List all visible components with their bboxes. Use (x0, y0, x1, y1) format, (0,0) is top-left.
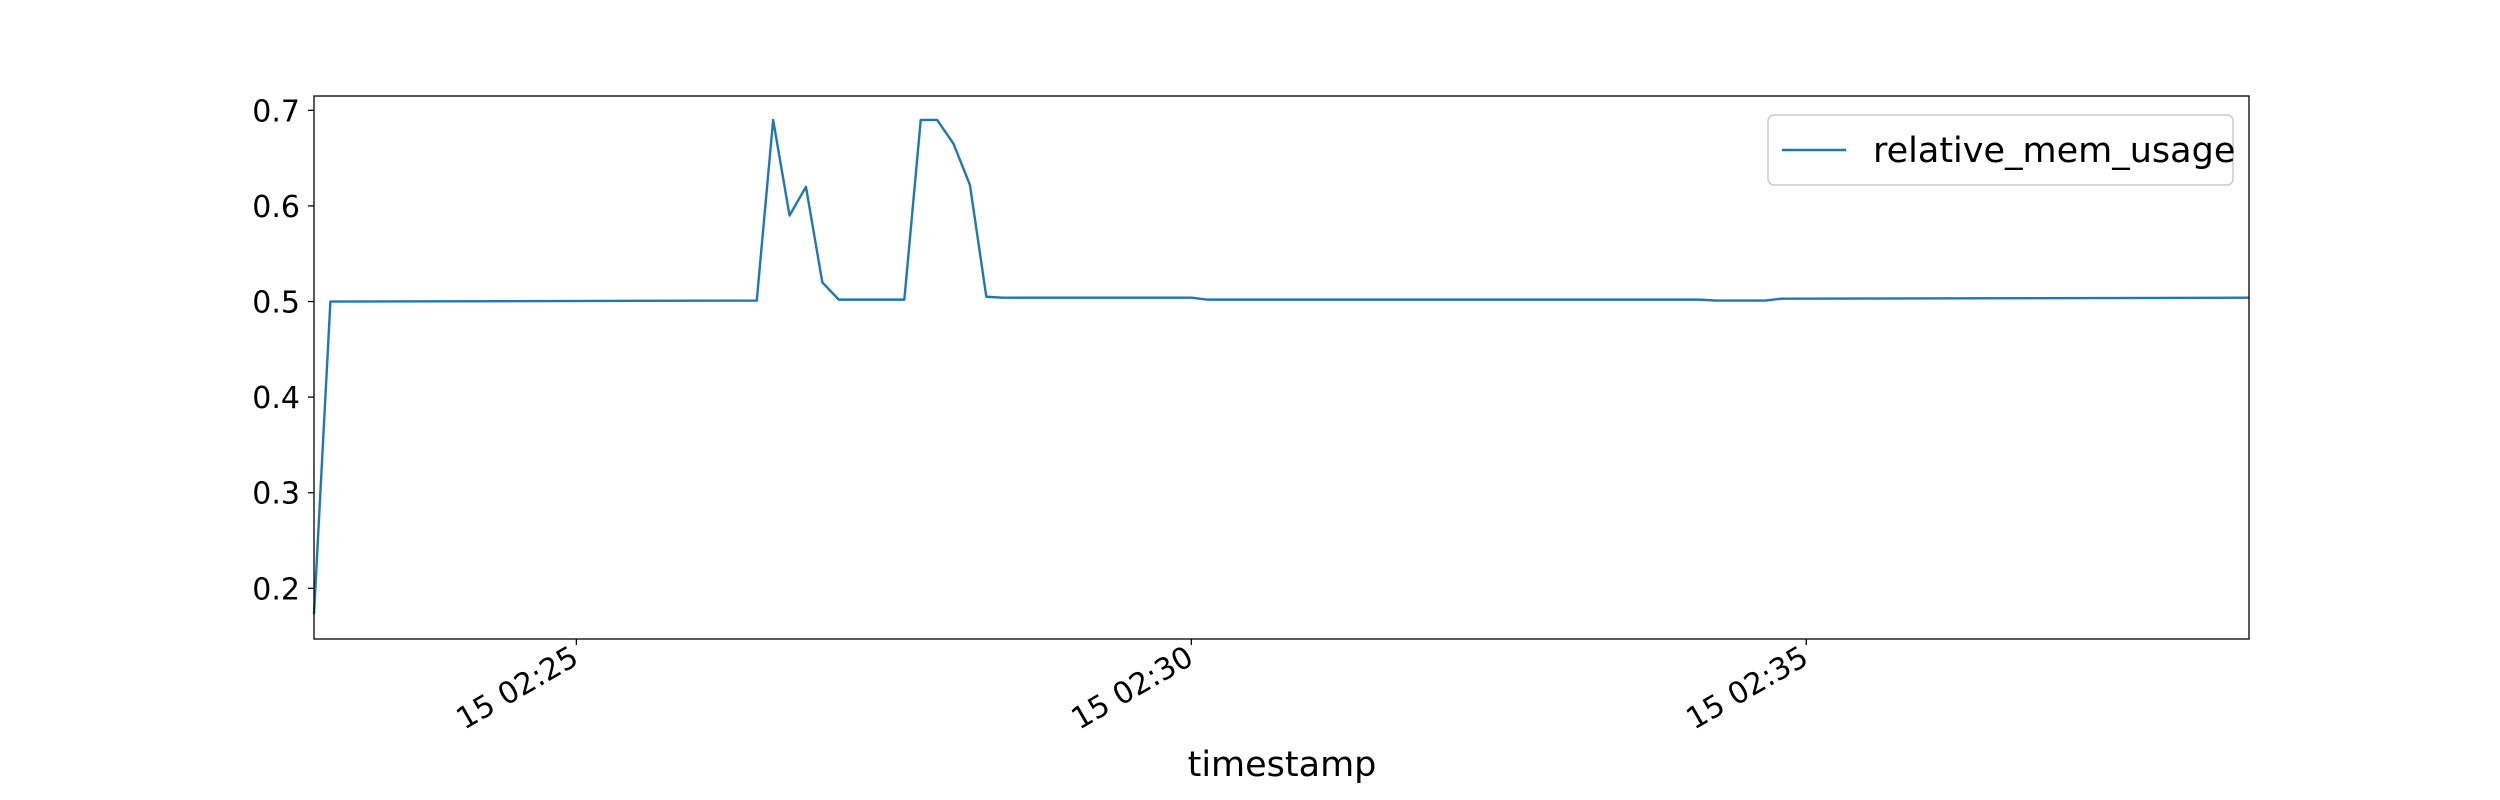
y-tick-label: 0.7 (252, 94, 300, 129)
legend-label: relative_mem_usage (1873, 131, 2235, 171)
y-tick-label: 0.6 (252, 190, 300, 225)
y-tick-label: 0.5 (252, 286, 300, 321)
x-tick-label: 15 02:25 (451, 640, 585, 737)
data-line (312, 118, 2250, 615)
legend-box (1767, 114, 2234, 186)
plot-frame (313, 95, 2250, 640)
y-tick-label: 0.4 (252, 381, 300, 416)
x-axis-label: timestamp (1188, 745, 1377, 785)
x-tick-label: 15 02:30 (1066, 640, 1200, 737)
x-tick-label: 15 02:35 (1681, 640, 1815, 737)
y-tick-label: 0.3 (252, 477, 300, 512)
y-tick-label: 0.2 (252, 572, 300, 607)
